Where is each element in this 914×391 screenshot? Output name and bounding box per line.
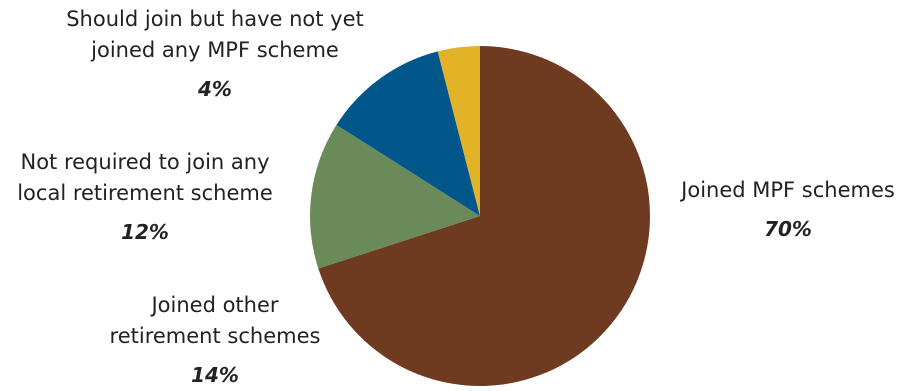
slice-not-required	[336, 51, 480, 217]
slice-percent-joined-mpf: 70%	[764, 217, 812, 241]
slice-joined-mpf	[318, 46, 651, 387]
slice-name-not-required-line1: Not required to join any	[20, 150, 270, 174]
slice-percent-joined-other: 14%	[191, 363, 239, 387]
slice-should-join	[437, 45, 480, 216]
pie-slices	[309, 45, 651, 387]
slice-joined-other	[309, 124, 480, 269]
slice-name-joined-other-line1: Joined other	[151, 293, 279, 317]
slice-name-should-join-line1: Should join but have not yet	[66, 7, 364, 31]
slice-percent-should-join: 4%	[198, 77, 232, 101]
slice-label-joined-mpf: Joined MPF schemes 70%	[668, 175, 908, 245]
slice-label-should-join: Should join but have not yet joined any …	[35, 4, 395, 105]
slice-name-should-join-line2: joined any MPF scheme	[91, 38, 339, 62]
slice-name-joined-mpf: Joined MPF schemes	[681, 178, 895, 202]
slice-percent-not-required: 12%	[121, 220, 169, 244]
slice-label-not-required: Not required to join any local retiremen…	[0, 147, 290, 248]
slice-label-joined-other: Joined other retirement schemes 14%	[95, 290, 335, 391]
slice-name-not-required-line2: local retirement scheme	[17, 181, 273, 205]
slice-name-joined-other-line2: retirement schemes	[109, 324, 321, 348]
